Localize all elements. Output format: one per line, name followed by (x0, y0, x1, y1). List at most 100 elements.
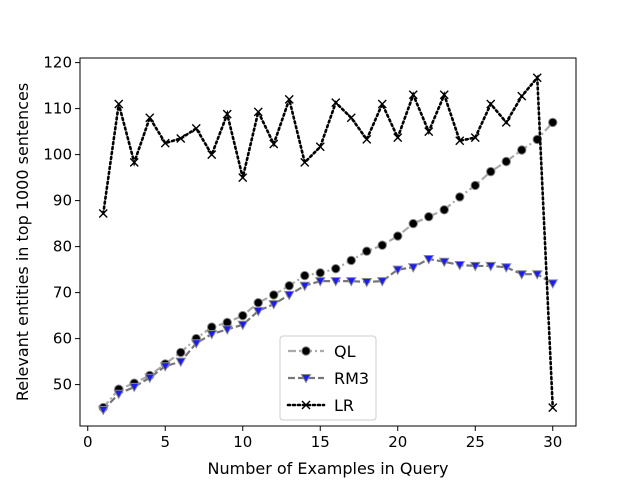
ql-series-point (455, 192, 465, 202)
x-tick-label: 30 (543, 433, 562, 451)
lr-series-point (114, 99, 124, 109)
rm3-series-point (283, 290, 295, 301)
rm3-series-point (268, 300, 280, 310)
ql-series-point (377, 240, 387, 250)
lr-series-point (424, 127, 434, 137)
lr-series (98, 73, 558, 413)
ql-series-point (362, 246, 372, 256)
lr-series-point (300, 157, 310, 167)
legend-rm3-point (300, 374, 312, 384)
lr-series-point (377, 99, 387, 109)
rm3-series-point (144, 373, 156, 384)
rm3-series-point (314, 277, 326, 287)
lr-series-point (470, 133, 480, 143)
ql-series-point (408, 218, 418, 229)
rm3-series-point (485, 261, 497, 272)
legend-label: RM3 (334, 369, 369, 388)
ql-series-point (284, 281, 294, 291)
y-tick-label: 70 (53, 284, 72, 302)
lr-series-point (253, 107, 263, 117)
lr-series-point (238, 173, 248, 183)
y-tick-label: 110 (43, 100, 72, 118)
ql-series-point (470, 180, 480, 191)
lr-series-point (222, 109, 232, 119)
lr-series-point (207, 150, 217, 160)
legend-label: QL (334, 342, 356, 361)
rm3-series-point (531, 270, 543, 280)
lr-series-point (191, 123, 201, 133)
rm3-series-point (252, 307, 264, 317)
rm3-series-point (113, 389, 125, 400)
lr-series-point (269, 139, 279, 149)
lr-series-point (98, 208, 108, 218)
rm3-series-point (299, 281, 311, 292)
lr-series-point (160, 138, 170, 148)
lr-series-line (101, 74, 555, 409)
lr-series-point (501, 117, 511, 127)
lr-series-point (284, 94, 294, 104)
rm3-series-point (361, 278, 373, 288)
ql-series-point (424, 212, 434, 222)
y-tick-label: 90 (53, 192, 72, 210)
ql-series-point (331, 263, 341, 274)
y-axis-label: Relevant entities in top 1000 sentences (13, 83, 32, 401)
rm3-series-point (330, 277, 342, 287)
rm3-series-point (454, 261, 466, 271)
ql-series-point (548, 117, 558, 128)
legend-lr-point (301, 400, 311, 410)
legend-item-lr: LR (286, 396, 354, 415)
ql-series-point (269, 290, 279, 300)
rm3-series-point (469, 261, 481, 272)
x-tick-label: 5 (160, 433, 170, 451)
rm3-series-point (392, 265, 404, 276)
lr-series-point (486, 99, 496, 109)
lr-series-point (346, 113, 356, 123)
y-tick-label: 120 (43, 54, 72, 72)
ql-series-point (501, 156, 511, 167)
x-tick-label: 25 (466, 433, 485, 451)
lr-series-point (176, 134, 186, 143)
rm3-series-point (206, 330, 218, 340)
lr-series-point (517, 91, 527, 101)
series-layer (97, 73, 559, 416)
ql-series-point (253, 298, 263, 308)
rm3-series-point (376, 277, 388, 287)
lr-series-point (331, 98, 341, 108)
legend: QL RM3 LR (279, 335, 377, 421)
ql-series-point (439, 205, 449, 215)
lr-series-point (548, 403, 558, 413)
ql-series-point (176, 347, 186, 358)
rm3-series-point (547, 279, 559, 289)
lr-series-point (315, 142, 325, 152)
rm3-series-point (407, 263, 419, 273)
x-axis-label: Number of Examples in Query (208, 459, 449, 478)
ql-series-point (300, 270, 310, 281)
y-axis: 50 60 70 80 90 100 110 120 (43, 54, 80, 394)
rm3-series-point (423, 255, 435, 265)
ql-series-point (346, 255, 356, 266)
lr-series-point (532, 73, 542, 83)
x-tick-label: 0 (83, 433, 93, 451)
rm3-series-point (190, 339, 202, 349)
rm3-series-point (516, 270, 528, 280)
rm3-series-point (345, 277, 357, 287)
y-tick-label: 100 (43, 146, 72, 164)
lr-series-point (439, 90, 449, 100)
legend-item-ql: QL (288, 342, 356, 361)
y-tick-label: 60 (53, 330, 72, 348)
lr-series-point (362, 134, 372, 144)
rm3-series-point (500, 263, 512, 273)
ql-series-point (238, 310, 248, 321)
legend-label: LR (334, 396, 354, 415)
ql-series-point (486, 166, 496, 177)
x-axis: 0 5 10 15 20 25 30 (83, 426, 562, 451)
legend-ql-point (301, 346, 311, 356)
x-tick-label: 15 (311, 433, 330, 451)
lr-series-point (393, 133, 403, 143)
rm3-series-point (438, 257, 450, 268)
x-tick-label: 10 (233, 433, 252, 451)
plot-frame (79, 57, 577, 427)
ql-series-line (102, 121, 554, 409)
rm3-series-point (237, 320, 249, 331)
